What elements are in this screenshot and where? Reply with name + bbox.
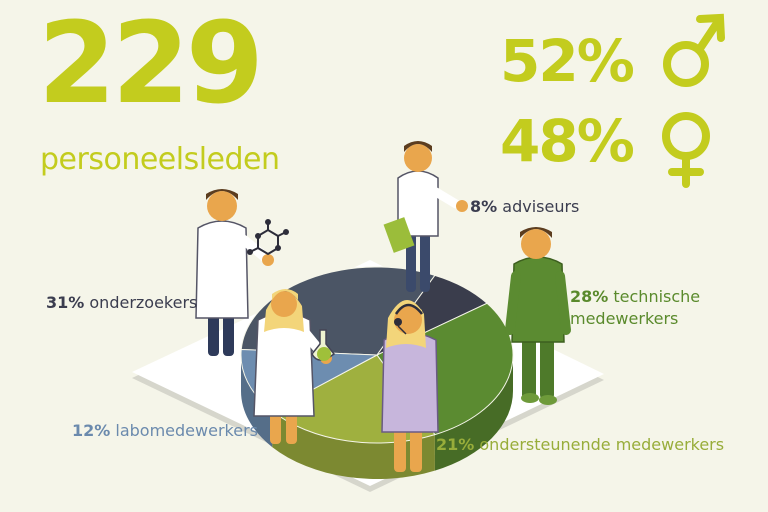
adviser-figure-icon — [383, 141, 468, 292]
staff-count: 229 — [38, 0, 264, 129]
label-ondersteunende-text: ondersteunende medewerkers — [479, 435, 725, 454]
pie-slice-technische-medewerkers — [376, 302, 514, 436]
researcher-figure-icon — [195, 189, 289, 356]
label-adviseurs-pct: 8% — [470, 197, 498, 216]
label-technische-text2: medewerkers — [570, 309, 679, 328]
label-technische: 28% technische medewerkers — [570, 286, 700, 330]
male-percentage: 52% — [500, 27, 635, 95]
label-adviseurs-text: adviseurs — [502, 197, 580, 216]
label-labo-pct: 12% — [72, 421, 111, 440]
female-symbol-icon — [662, 112, 710, 188]
female-percentage: 48% — [500, 107, 635, 175]
support-worker-figure-icon — [381, 299, 439, 472]
label-onderzoekers: 31% onderzoekers — [46, 292, 197, 314]
staff-caption: personeelsleden — [40, 142, 280, 177]
label-technische-pct: 28% — [570, 287, 609, 306]
label-adviseurs: 8% adviseurs — [470, 196, 579, 218]
label-labo: 12% labomedewerkers — [72, 420, 258, 442]
pie-side-technische-medewerkers — [434, 355, 513, 471]
label-labo-text: labomedewerkers — [115, 421, 258, 440]
label-onderzoekers-pct: 31% — [46, 293, 85, 312]
technician-figure-icon — [505, 227, 571, 405]
label-technische-text1: technische — [613, 287, 701, 306]
lab-worker-figure-icon — [253, 289, 336, 444]
label-onderzoekers-text: onderzoekers — [89, 293, 198, 312]
label-ondersteunende: 21% ondersteunende medewerkers — [436, 434, 724, 456]
male-symbol-icon — [663, 13, 725, 87]
label-ondersteunende-pct: 21% — [436, 435, 475, 454]
